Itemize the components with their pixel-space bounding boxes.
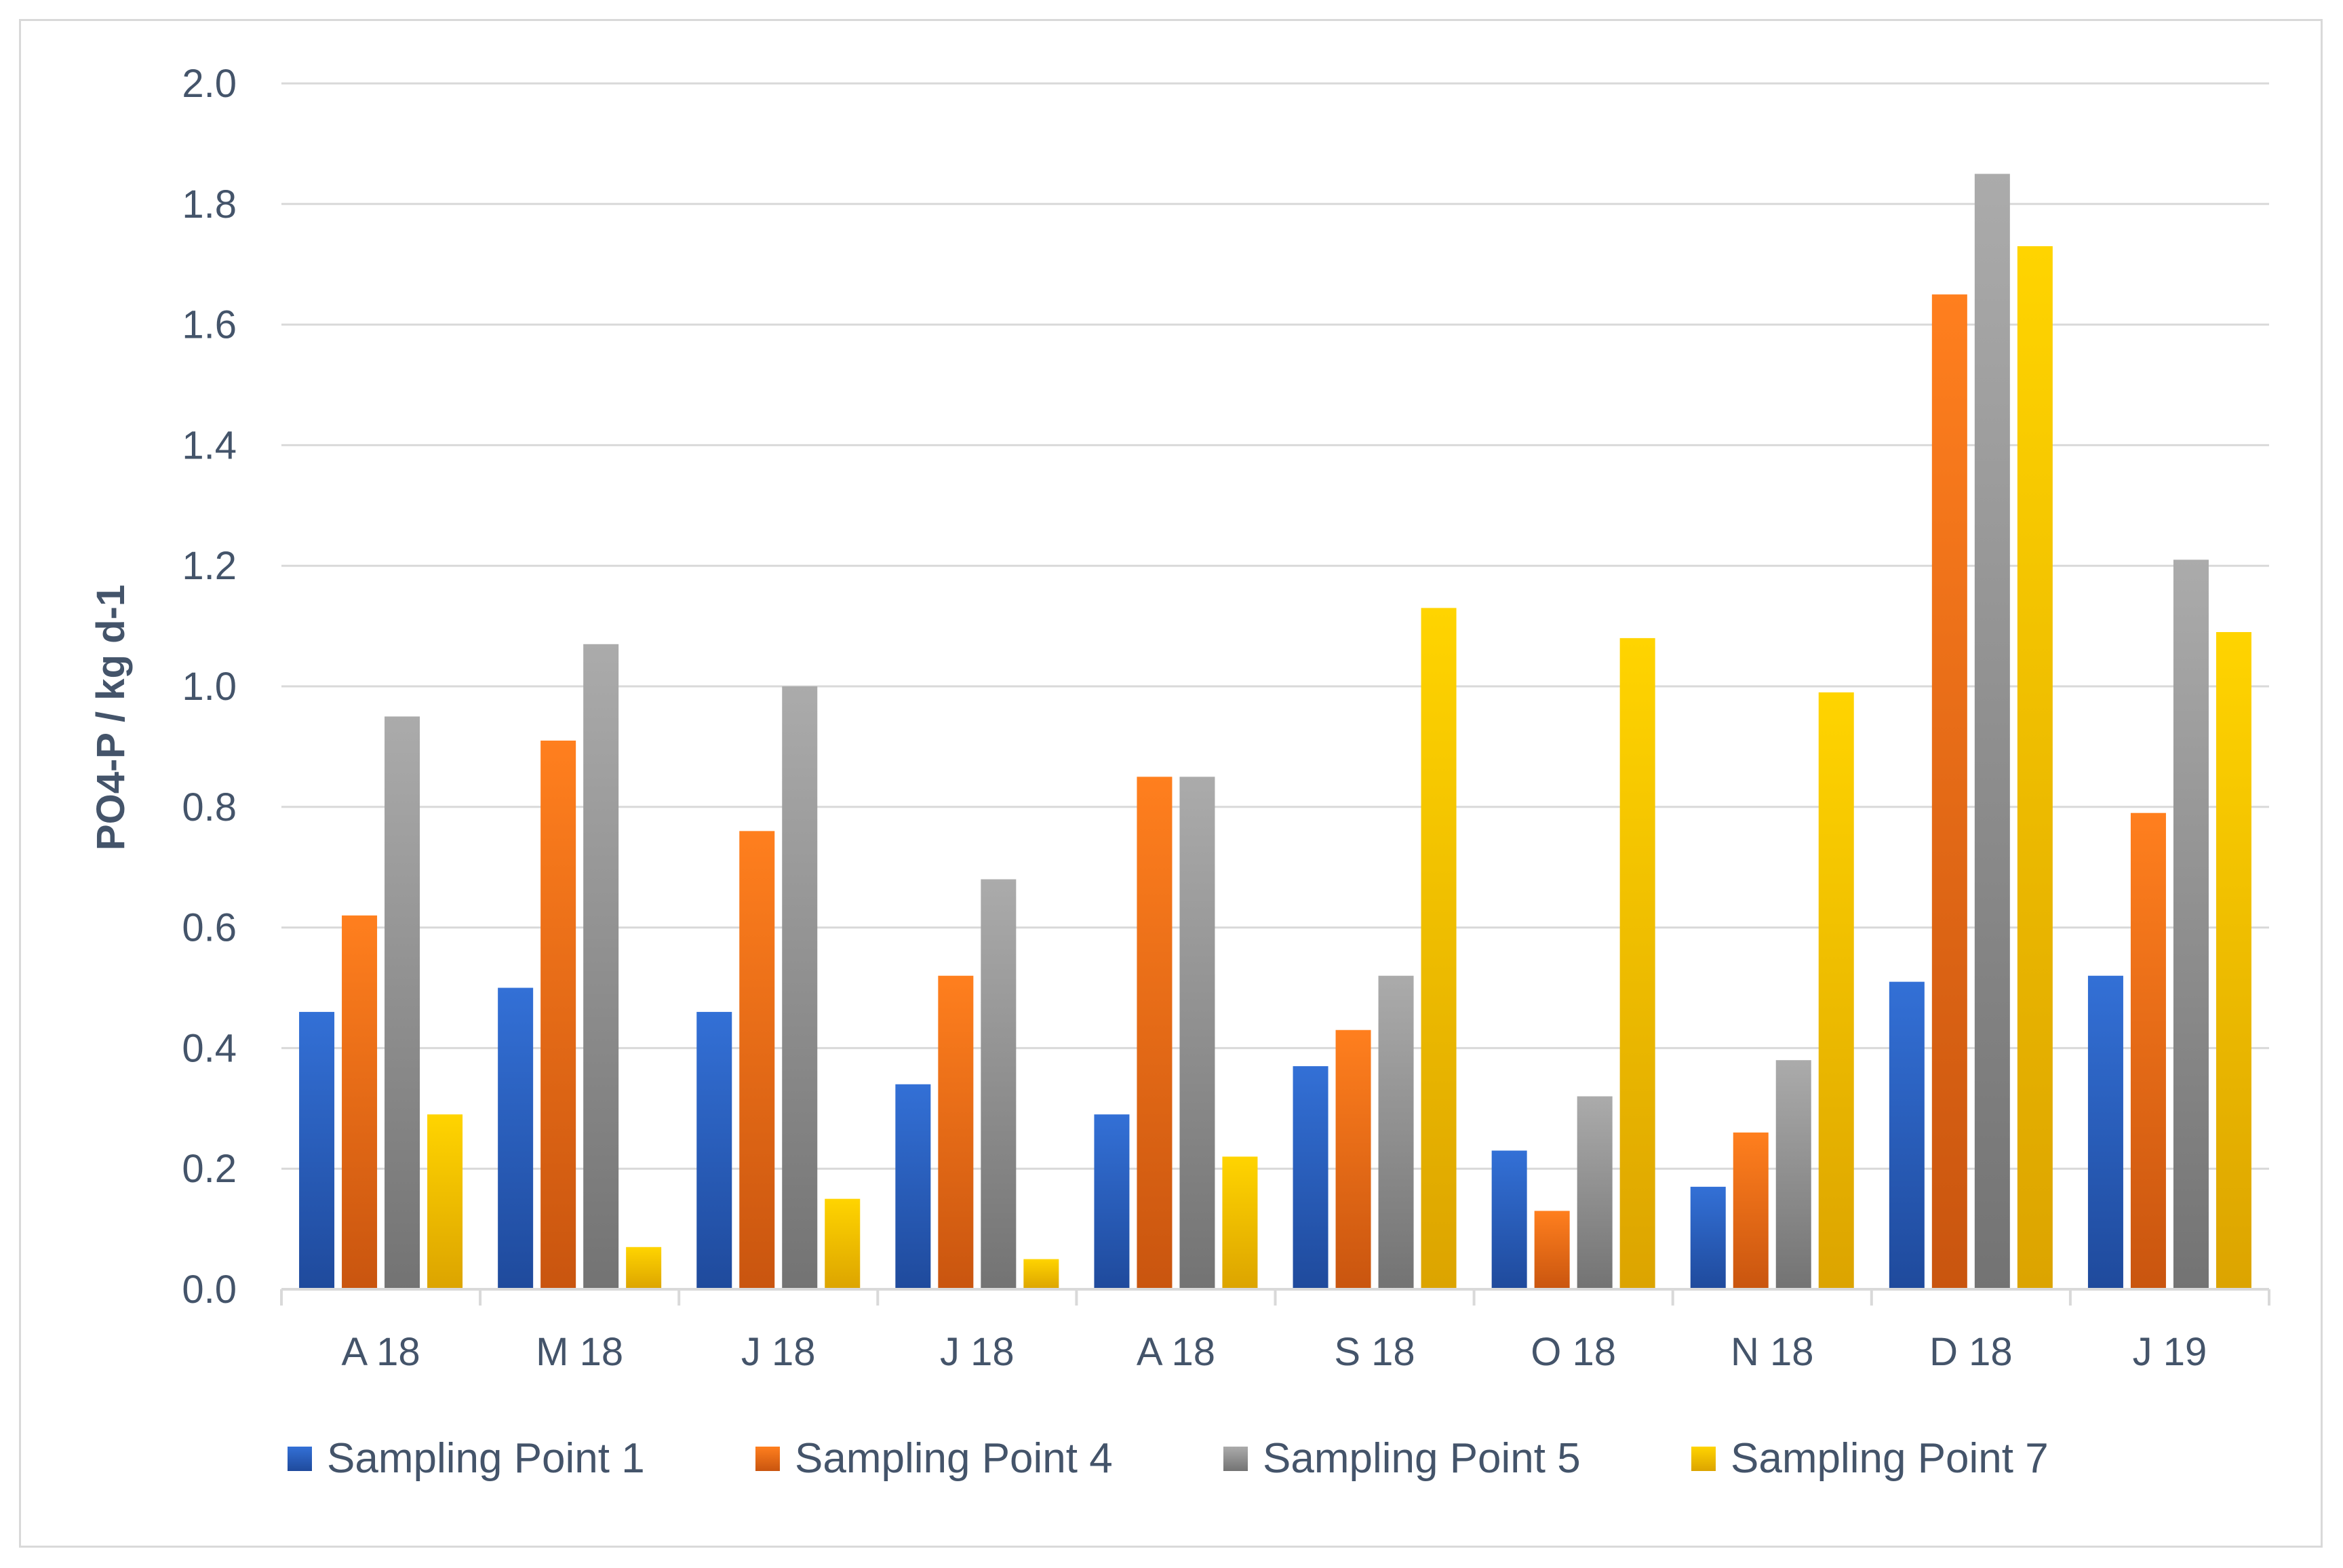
bar xyxy=(427,1114,463,1289)
bar xyxy=(1775,1060,1811,1289)
bar xyxy=(825,1198,861,1289)
bar xyxy=(1577,1096,1613,1289)
bar xyxy=(2017,246,2053,1289)
x-tick-label: A 18 xyxy=(341,1330,420,1374)
bar xyxy=(299,1012,335,1289)
y-tick-label: 0.2 xyxy=(182,1147,237,1191)
bars xyxy=(299,174,2251,1290)
y-tick-label: 1.6 xyxy=(182,303,237,347)
gridlines xyxy=(281,82,2269,1170)
x-tick-label: J 18 xyxy=(741,1330,816,1374)
y-tick-label: 0.4 xyxy=(182,1026,237,1070)
bar xyxy=(1179,777,1215,1289)
bar xyxy=(1293,1066,1328,1289)
bar xyxy=(1378,975,1414,1289)
axes xyxy=(280,1288,2270,1306)
bar xyxy=(739,831,775,1289)
bar xyxy=(626,1247,662,1289)
legend-swatch xyxy=(1223,1447,1248,1471)
bar xyxy=(895,1084,931,1289)
legend: Sampling Point 1 Sampling Point 4 Sampling… xyxy=(288,1435,2049,1482)
y-tick-labels: 0.0 0.2 0.4 0.6 0.8 1.0 1.2 1.4 1.6 1.8 2.0 xyxy=(182,62,237,1312)
bar xyxy=(498,987,534,1289)
bar-chart: 0.0 0.2 0.4 0.6 0.8 1.0 1.2 1.4 1.6 1.8 2.0 A 18 M … xyxy=(89,62,2270,1482)
bar xyxy=(782,686,818,1289)
bar xyxy=(1137,777,1173,1289)
x-tick-label: M 18 xyxy=(536,1330,623,1374)
x-tick-label: O 18 xyxy=(1531,1330,1616,1374)
bar xyxy=(1534,1211,1570,1289)
bar xyxy=(1619,638,1655,1289)
x-tick-label: J 18 xyxy=(940,1330,1015,1374)
bar xyxy=(1491,1150,1527,1289)
y-tick-label: 0.6 xyxy=(182,906,237,950)
bar xyxy=(2087,975,2123,1289)
bar xyxy=(1818,692,1854,1289)
bar xyxy=(1690,1186,1726,1289)
bar xyxy=(342,915,378,1289)
y-tick-label: 1.2 xyxy=(182,544,237,588)
bar xyxy=(385,716,420,1289)
x-tick-label: S 18 xyxy=(1334,1330,1415,1374)
x-tick-label: A 18 xyxy=(1137,1330,1215,1374)
bar xyxy=(2130,812,2166,1289)
bar xyxy=(1335,1030,1371,1289)
bar xyxy=(540,741,576,1289)
legend-label: Sampling Point 4 xyxy=(795,1435,1113,1482)
bar xyxy=(1889,981,1925,1289)
legend-label: Sampling Point 1 xyxy=(327,1435,645,1482)
x-tick-labels: A 18 M 18 J 18 J 18 A 18 S 18 O 18 N 18 D 18 J 19 xyxy=(341,1330,2207,1374)
bar xyxy=(938,975,974,1289)
bar xyxy=(1421,608,1457,1289)
y-axis-title: PO4-P / kg d-1 xyxy=(89,585,133,850)
bar xyxy=(1222,1156,1258,1289)
x-tick-label: D 18 xyxy=(1929,1330,2013,1374)
legend-label: Sampling Point 5 xyxy=(1263,1435,1581,1482)
legend-swatch xyxy=(755,1447,780,1471)
y-tick-label: 1.8 xyxy=(182,182,237,227)
bar xyxy=(1094,1114,1130,1289)
bar xyxy=(583,644,619,1289)
bar xyxy=(696,1012,732,1289)
bar xyxy=(981,879,1017,1289)
y-tick-label: 1.0 xyxy=(182,665,237,709)
y-tick-label: 0.8 xyxy=(182,785,237,829)
y-tick-label: 0.0 xyxy=(182,1268,237,1312)
bar xyxy=(2173,560,2209,1289)
legend-swatch xyxy=(288,1447,312,1471)
bar xyxy=(1974,174,2010,1290)
bar xyxy=(1023,1259,1059,1289)
x-tick-label: N 18 xyxy=(1731,1330,1814,1374)
legend-label: Sampling Point 7 xyxy=(1731,1435,2049,1482)
bar xyxy=(1931,294,1967,1289)
chart-frame: 0.0 0.2 0.4 0.6 0.8 1.0 1.2 1.4 1.6 1.8 2.0 A 18 M … xyxy=(19,19,2323,1548)
legend-swatch xyxy=(1691,1447,1716,1471)
x-tick-label: J 19 xyxy=(2133,1330,2207,1374)
bar xyxy=(1733,1132,1769,1289)
bar xyxy=(2216,631,2251,1289)
y-tick-label: 2.0 xyxy=(182,62,237,106)
y-tick-label: 1.4 xyxy=(182,423,237,467)
